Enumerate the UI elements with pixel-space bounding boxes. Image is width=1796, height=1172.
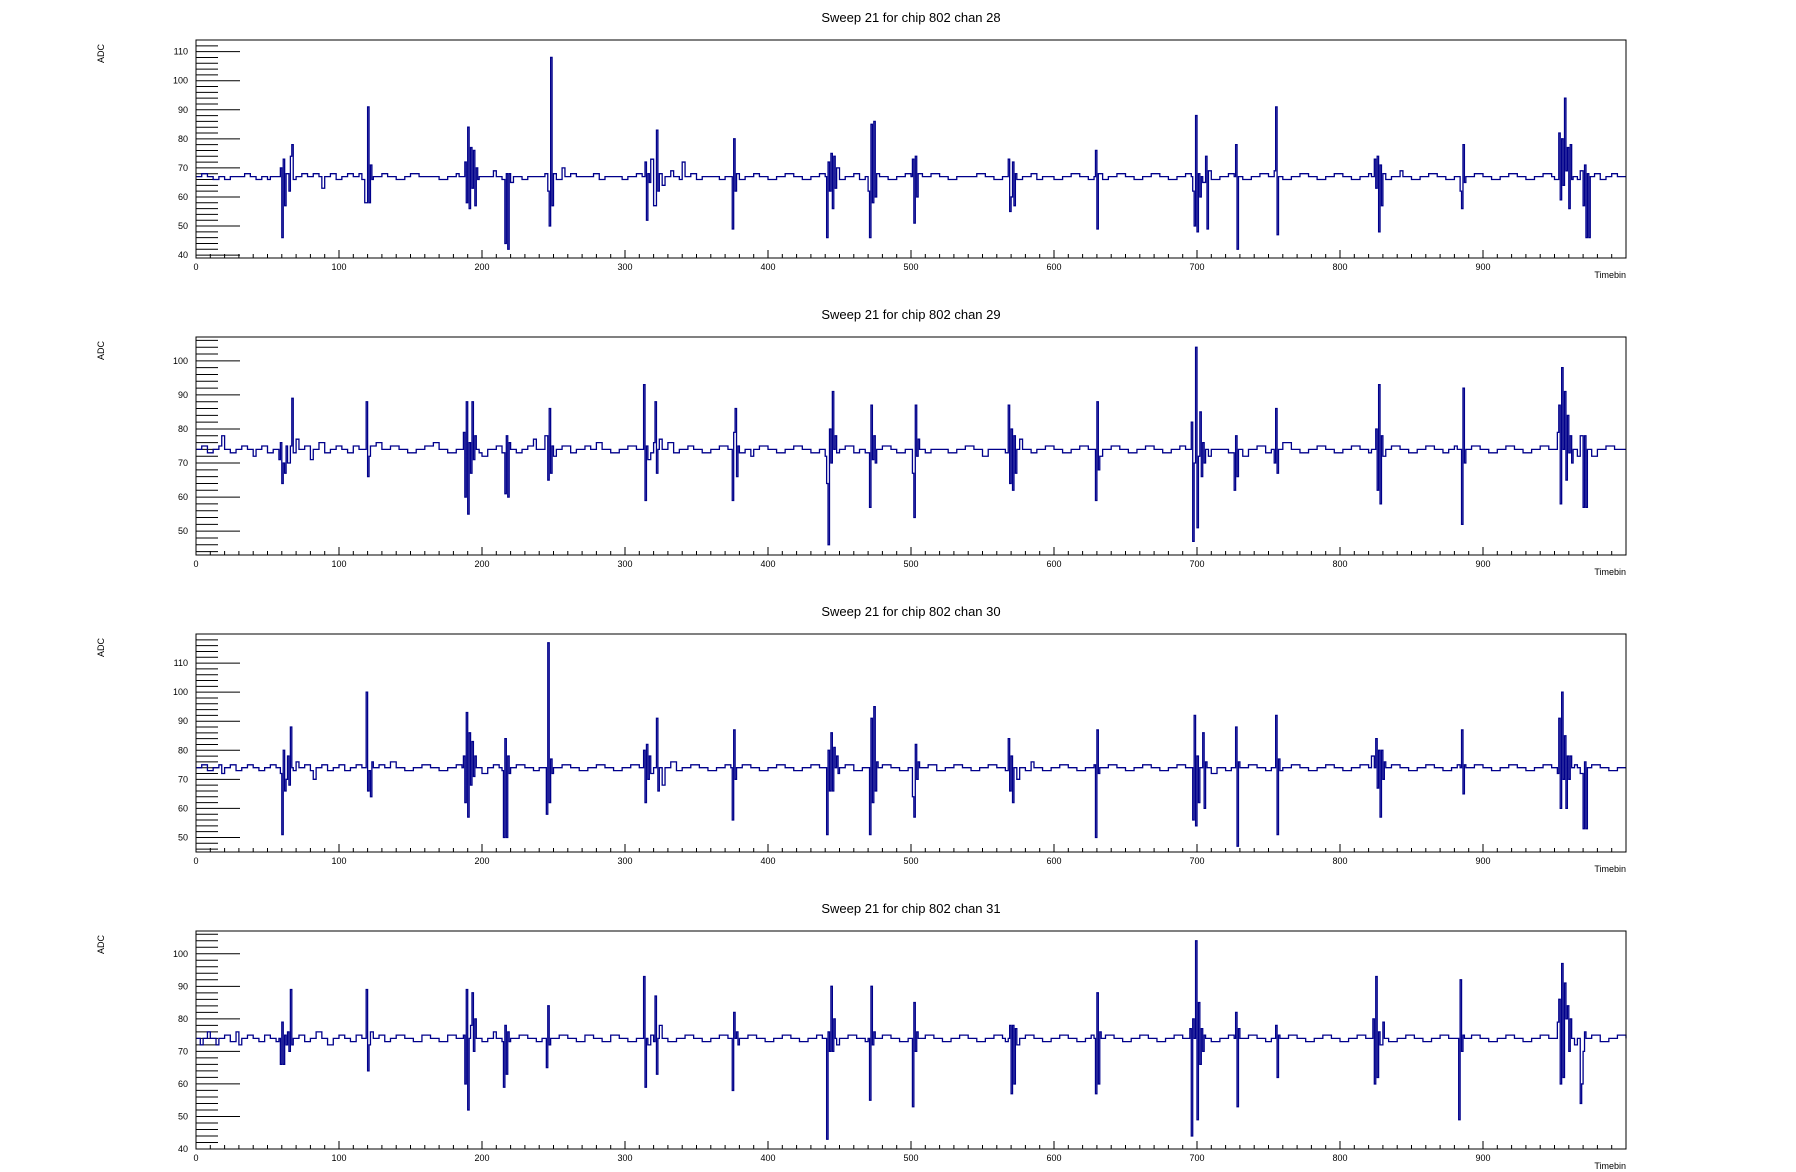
- x-tick-label: 700: [1189, 856, 1204, 866]
- y-tick-label: 90: [178, 105, 188, 115]
- y-tick-label: 90: [178, 390, 188, 400]
- x-tick-label: 800: [1332, 262, 1347, 272]
- adc-trace: [196, 346, 1626, 546]
- x-tick-label: 400: [760, 262, 775, 272]
- x-tick-label: 300: [617, 559, 632, 569]
- x-tick-label: 700: [1189, 262, 1204, 272]
- y-tick-label: 80: [178, 424, 188, 434]
- y-tick-label: 60: [178, 492, 188, 502]
- x-tick-label: 300: [617, 856, 632, 866]
- x-axis-label: Timebin: [1594, 864, 1626, 874]
- y-axis-label: ADC: [96, 638, 106, 658]
- y-tick-label: 80: [178, 134, 188, 144]
- y-tick-label: 90: [178, 716, 188, 726]
- x-tick-label: 500: [903, 262, 918, 272]
- y-tick-label: 110: [174, 47, 188, 57]
- y-tick-label: 80: [178, 745, 188, 755]
- y-tick-label: 80: [178, 1014, 188, 1024]
- x-tick-label: 700: [1189, 559, 1204, 569]
- y-tick-label: 40: [178, 250, 188, 260]
- chart-title: Sweep 21 for chip 802 chan 29: [821, 307, 1000, 322]
- y-tick-label: 60: [178, 1079, 188, 1089]
- x-tick-label: 200: [474, 1153, 489, 1163]
- x-tick-label: 600: [1046, 856, 1061, 866]
- y-tick-label: 50: [178, 526, 188, 536]
- x-tick-label: 400: [760, 559, 775, 569]
- x-tick-label: 300: [617, 1153, 632, 1163]
- y-axis-label: ADC: [96, 341, 106, 361]
- x-tick-label: 100: [331, 262, 346, 272]
- y-tick-label: 70: [178, 774, 188, 784]
- plot-frame: [195, 336, 1627, 556]
- y-axis-label: ADC: [96, 44, 106, 64]
- x-axis-label: Timebin: [1594, 567, 1626, 577]
- x-tick-label: 600: [1046, 1153, 1061, 1163]
- y-tick-label: 60: [178, 192, 188, 202]
- x-tick-label: 900: [1475, 262, 1490, 272]
- y-tick-label: 60: [178, 803, 188, 813]
- y-tick-label: 100: [173, 356, 188, 366]
- x-tick-label: 100: [331, 856, 346, 866]
- x-axis-label: Timebin: [1594, 1161, 1626, 1171]
- x-tick-label: 500: [903, 856, 918, 866]
- adc-trace: [196, 56, 1626, 250]
- x-tick-label: 0: [193, 262, 198, 272]
- adc-trace: [196, 940, 1627, 1140]
- x-tick-label: 800: [1332, 1153, 1347, 1163]
- y-tick-label: 40: [178, 1144, 188, 1154]
- y-axis-label: ADC: [96, 935, 106, 955]
- y-tick-label: 110: [174, 658, 188, 668]
- y-tick-label: 100: [173, 76, 188, 86]
- chart-title: Sweep 21 for chip 802 chan 30: [821, 604, 1000, 619]
- y-tick-label: 100: [173, 687, 188, 697]
- y-tick-label: 50: [178, 221, 188, 231]
- x-tick-label: 900: [1475, 1153, 1490, 1163]
- plot-frame: [195, 633, 1627, 853]
- y-tick-label: 70: [178, 458, 188, 468]
- x-tick-label: 0: [193, 559, 198, 569]
- y-tick-label: 70: [178, 1046, 188, 1056]
- y-tick-label: 50: [178, 832, 188, 842]
- x-tick-label: 500: [903, 1153, 918, 1163]
- y-tick-label: 50: [178, 1111, 188, 1121]
- x-tick-label: 900: [1475, 856, 1490, 866]
- x-tick-label: 400: [760, 856, 775, 866]
- chart-title: Sweep 21 for chip 802 chan 31: [821, 901, 1000, 916]
- x-tick-label: 700: [1189, 1153, 1204, 1163]
- plot-frame: [195, 39, 1627, 259]
- x-tick-label: 200: [474, 262, 489, 272]
- x-tick-label: 100: [331, 1153, 346, 1163]
- x-tick-label: 200: [474, 559, 489, 569]
- x-tick-label: 900: [1475, 559, 1490, 569]
- x-tick-label: 0: [193, 1153, 198, 1163]
- adc-trace: [196, 642, 1626, 847]
- x-tick-label: 500: [903, 559, 918, 569]
- plot-frame: [195, 930, 1627, 1150]
- x-tick-label: 0: [193, 856, 198, 866]
- y-tick-label: 70: [178, 163, 188, 173]
- x-tick-label: 800: [1332, 856, 1347, 866]
- x-tick-label: 300: [617, 262, 632, 272]
- x-tick-label: 400: [760, 1153, 775, 1163]
- x-axis-label: Timebin: [1594, 270, 1626, 280]
- x-tick-label: 200: [474, 856, 489, 866]
- y-tick-label: 90: [178, 981, 188, 991]
- chart-title: Sweep 21 for chip 802 chan 28: [821, 10, 1000, 25]
- x-tick-label: 600: [1046, 262, 1061, 272]
- x-tick-label: 600: [1046, 559, 1061, 569]
- x-tick-label: 100: [331, 559, 346, 569]
- x-tick-label: 800: [1332, 559, 1347, 569]
- y-tick-label: 100: [173, 949, 188, 959]
